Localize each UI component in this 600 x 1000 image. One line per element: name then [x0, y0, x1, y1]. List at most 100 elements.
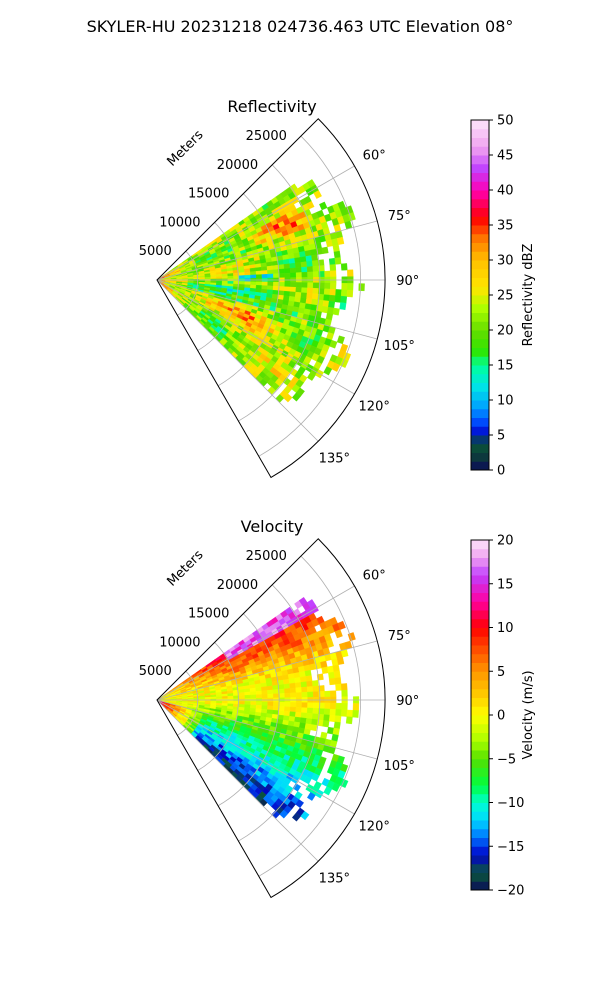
- colorbar-segment: [471, 330, 489, 340]
- radar-gate: [334, 295, 342, 303]
- colorbar-segment: [471, 233, 489, 243]
- colorbar-tick-label: 10: [497, 394, 514, 409]
- colorbar-segment: [471, 610, 489, 620]
- radar-gate: [227, 275, 234, 279]
- radar-gate: [334, 629, 343, 639]
- panel-title: Velocity: [241, 517, 304, 536]
- radar-gate: [255, 694, 263, 699]
- radar-gate: [289, 711, 296, 718]
- figure-title: SKYLER-HU 20231218 024736.463 UTC Elevat…: [87, 17, 514, 36]
- colorbar-segment: [471, 382, 489, 392]
- radar-gate: [306, 260, 313, 268]
- radar-gate: [311, 254, 319, 262]
- radar-gate: [340, 295, 348, 304]
- radar-gate: [324, 282, 331, 290]
- radar-gate: [250, 274, 257, 279]
- radar-gate: [323, 714, 331, 722]
- azimuth-spoke: [156, 699, 355, 815]
- radar-gate: [216, 276, 223, 280]
- colorbar-segment: [471, 251, 489, 261]
- radar-gate: [250, 281, 257, 286]
- radar-gate: [301, 691, 308, 698]
- radar-gate: [291, 812, 301, 822]
- radar-gate: [323, 288, 331, 296]
- radar-gate: [307, 691, 314, 698]
- radar-gate: [329, 690, 337, 698]
- radar-gate: [261, 270, 268, 275]
- colorbar-segment: [471, 400, 489, 410]
- colorbar-segment: [471, 697, 489, 707]
- radar-gate: [272, 705, 280, 711]
- radar-gate: [306, 266, 314, 273]
- radar-gate: [267, 269, 274, 275]
- radar-gate: [267, 689, 274, 695]
- radar-gate: [323, 786, 333, 796]
- colorbar-segment: [471, 653, 489, 663]
- radar-gate: [307, 282, 314, 289]
- radar-gate: [321, 246, 329, 254]
- radar-gate: [340, 683, 348, 691]
- radar-gate: [284, 268, 291, 274]
- radar-gate: [332, 664, 340, 673]
- colorbar-segment: [471, 872, 489, 882]
- range-ring: [197, 222, 239, 351]
- colorbar-segment: [471, 645, 489, 655]
- colorbar: −20 −15 −10 −5 0 5 10 15 20 Velocity (m/s): [470, 534, 536, 899]
- radar-gate: [311, 718, 319, 726]
- colorbar-segment: [471, 540, 489, 550]
- radar-gate: [301, 287, 308, 294]
- radar-gate: [319, 201, 328, 211]
- colorbar-segment: [471, 802, 489, 812]
- colorbar-segment: [471, 408, 489, 418]
- colorbar-segment: [471, 181, 489, 191]
- radar-gate: [244, 274, 251, 279]
- azimuth-spoke: [156, 220, 378, 281]
- radar-gate: [283, 263, 291, 270]
- azimuth-tick-label: 90°: [396, 274, 419, 289]
- radar-gate: [334, 677, 342, 685]
- radar-gate: [278, 693, 286, 699]
- radar-gate: [261, 281, 268, 287]
- radar-gate: [261, 701, 268, 707]
- colorbar-segment: [471, 286, 489, 296]
- radar-gate: [310, 724, 318, 732]
- radar-gate: [333, 250, 341, 259]
- colorbar-segment: [471, 163, 489, 173]
- colorbar-tick-label: 5: [497, 665, 505, 680]
- radar-gate: [250, 694, 257, 699]
- radar-gate: [334, 257, 342, 265]
- radar-gate: [311, 293, 319, 300]
- radar-gate: [301, 266, 308, 273]
- radar-gate: [284, 282, 291, 288]
- radar-gate: [244, 701, 251, 706]
- azimuth-spoke: [156, 699, 378, 760]
- colorbar-tick-label: 45: [497, 149, 514, 164]
- radar-gate: [306, 791, 316, 801]
- radar-gate: [261, 690, 268, 695]
- radar-gate: [273, 701, 280, 707]
- colorbar-segment: [471, 662, 489, 672]
- radar-gate: [210, 276, 217, 280]
- radar-gate: [283, 683, 291, 690]
- radar-gate: [312, 685, 320, 693]
- colorbar-segment: [471, 732, 489, 742]
- radar-gate: [283, 393, 293, 403]
- colorbar-label: Reflectivity dBZ: [521, 244, 536, 347]
- radar-gate: [289, 682, 296, 689]
- radar-gate: [278, 281, 286, 287]
- radar-gate: [295, 707, 302, 713]
- radar-gate: [295, 692, 303, 698]
- radar-gate: [272, 264, 279, 271]
- radar-gate: [272, 684, 279, 691]
- colorbar-tick-label: 25: [497, 289, 514, 304]
- radar-gate: [306, 371, 316, 381]
- radar-gate: [244, 691, 251, 696]
- radar-gate: [312, 691, 320, 698]
- radar-gate: [278, 701, 286, 707]
- radar-gate: [238, 272, 246, 276]
- radar-gate: [273, 693, 280, 699]
- range-tick-label: 20000: [217, 158, 258, 173]
- range-axis-label: Meters: [164, 127, 206, 169]
- colorbar-segment: [471, 120, 489, 130]
- radar-gate: [333, 670, 341, 679]
